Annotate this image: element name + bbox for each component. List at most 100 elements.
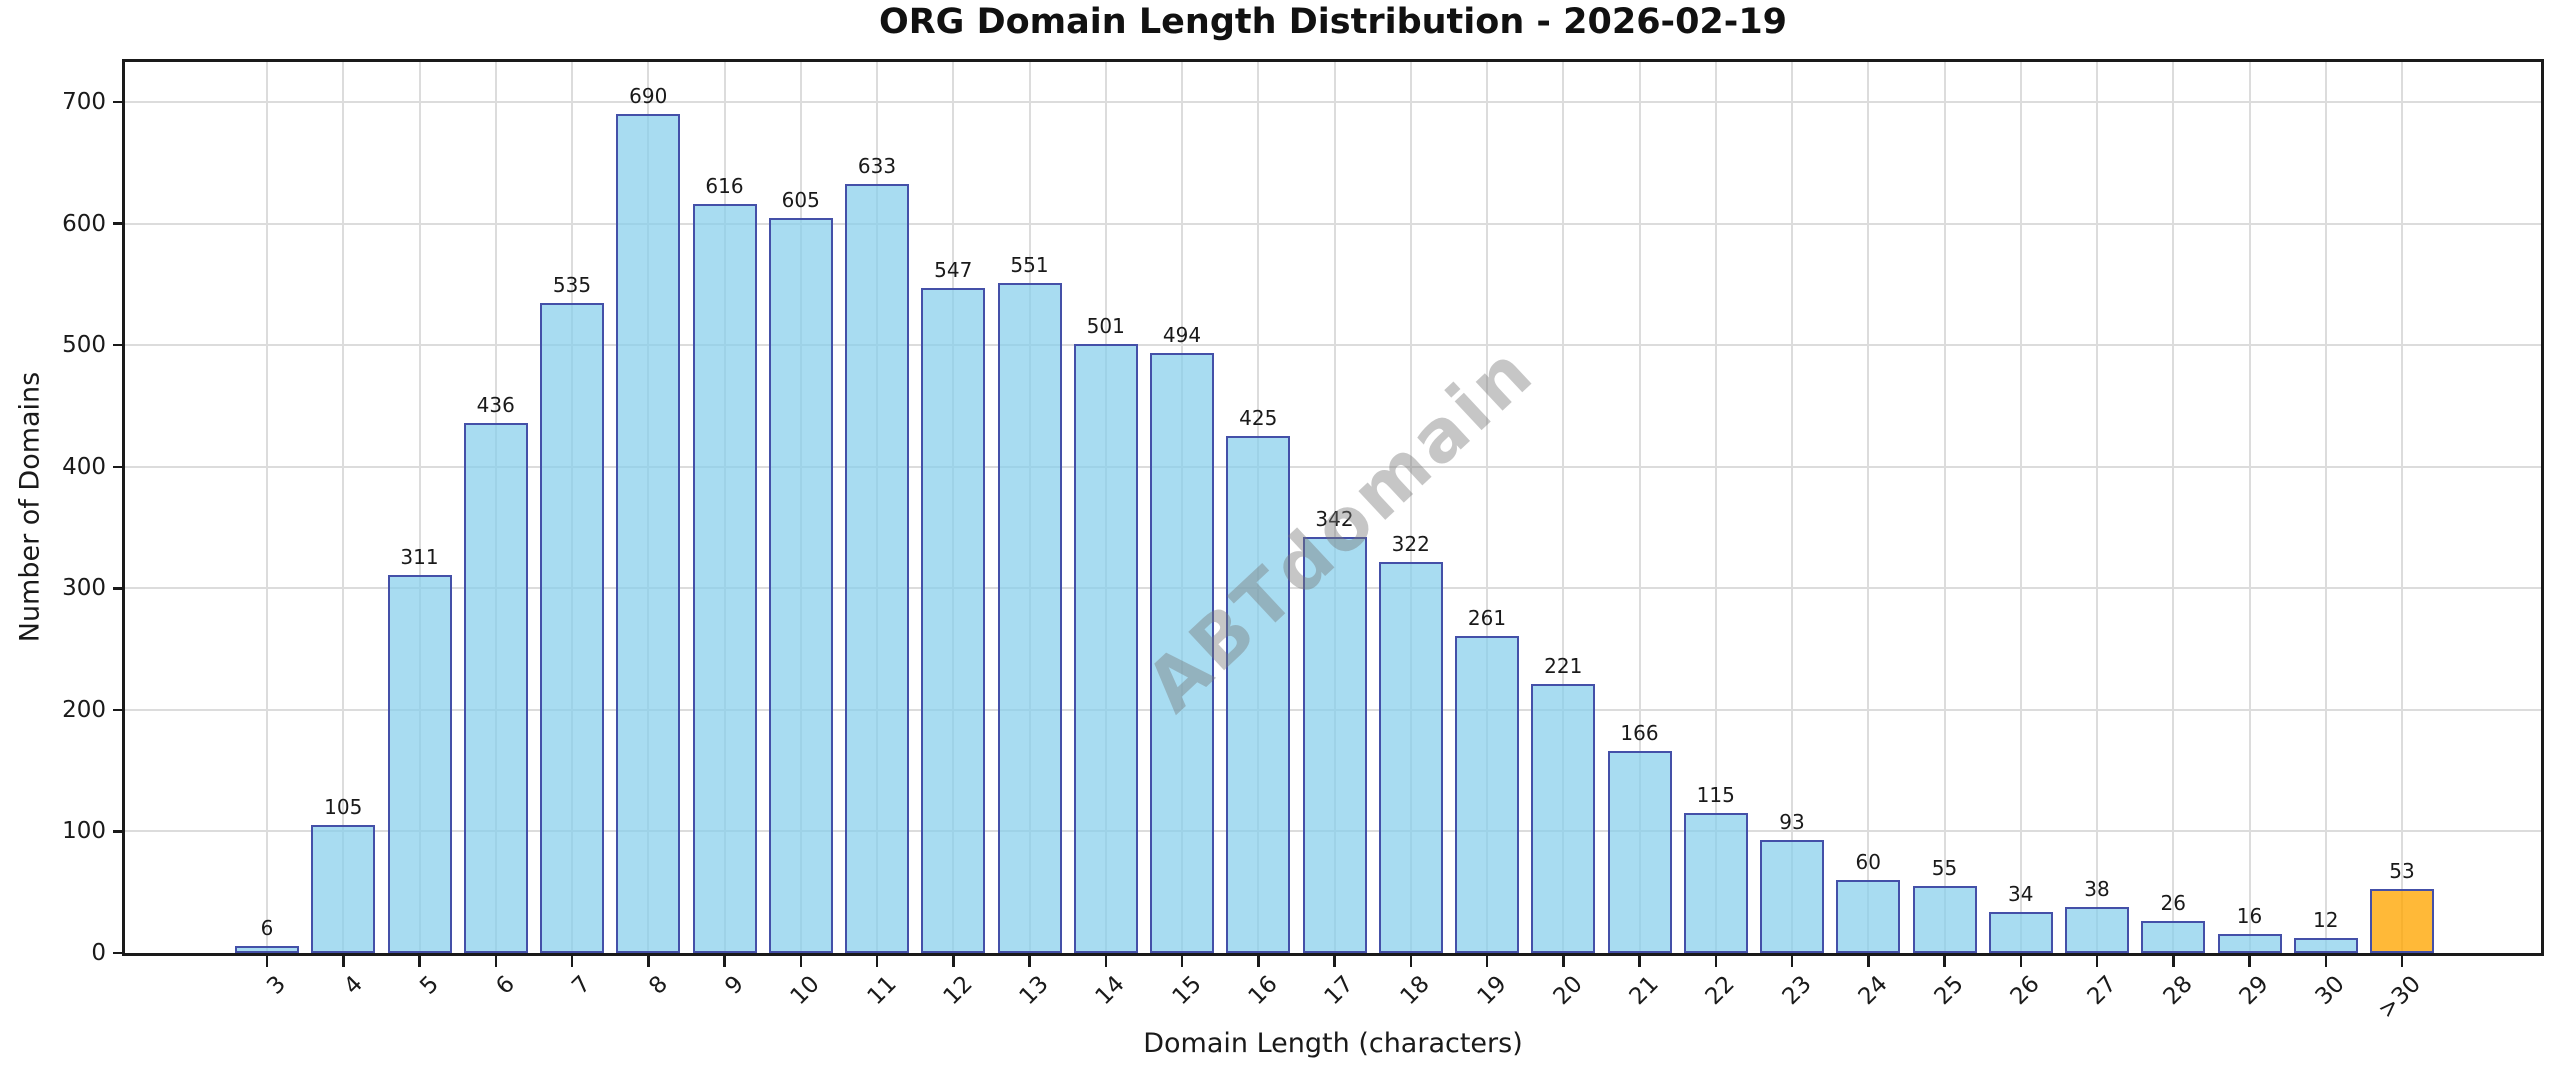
bar-value-label: 221 [1544, 654, 1583, 679]
x-tick-mark [1714, 955, 1717, 967]
bar-value-label: 261 [1467, 605, 1507, 630]
bar [2065, 906, 2129, 953]
gridline-vertical [1791, 62, 1793, 953]
x-tick-label: 20 [1548, 971, 1588, 1011]
y-tick-label: 700 [62, 89, 106, 116]
bar [235, 945, 299, 953]
bar-value-label: 436 [476, 393, 515, 418]
bar [1912, 886, 1977, 953]
x-tick-mark [1257, 955, 1260, 967]
x-tick-label: 8 [643, 971, 673, 1000]
x-tick-label: >30 [2373, 971, 2427, 1024]
bar-value-label: 53 [2389, 858, 2415, 883]
x-tick-label: 22 [1701, 971, 1741, 1011]
gridline-vertical [1486, 62, 1488, 953]
gridline-vertical [1409, 62, 1412, 953]
bar-value-label: 342 [1315, 507, 1354, 532]
gridline-vertical [266, 62, 268, 953]
bar [921, 288, 986, 953]
x-tick-label: 4 [338, 971, 368, 1000]
gridline-vertical [2172, 62, 2175, 953]
bar [692, 204, 757, 953]
gridline-vertical [2248, 62, 2251, 953]
x-tick-mark [1180, 955, 1184, 967]
bar [1226, 436, 1291, 953]
y-tick-mark [113, 100, 125, 104]
x-tick-mark [1562, 955, 1565, 967]
bar-highlight [2370, 888, 2434, 953]
x-tick-mark [647, 955, 650, 967]
bar [1531, 684, 1596, 953]
bar [1988, 911, 2053, 953]
gridline-vertical [342, 62, 345, 953]
gridline-vertical [2096, 62, 2098, 953]
y-tick-label: 200 [62, 696, 106, 723]
bar-value-label: 425 [1239, 406, 1278, 431]
x-tick-label: 23 [1777, 971, 1817, 1011]
x-tick-mark [265, 955, 269, 967]
gridline-vertical [1562, 62, 1565, 953]
x-tick-label: 27 [2082, 971, 2122, 1011]
x-tick-label: 7 [567, 971, 597, 1000]
x-tick-label: 9 [720, 971, 749, 1000]
x-tick-label: 26 [2006, 971, 2046, 1011]
gridline-horizontal [125, 465, 2541, 468]
x-tick-label: 17 [1319, 971, 1359, 1011]
x-tick-label: 5 [415, 971, 444, 1000]
x-tick-mark [2324, 955, 2327, 967]
bar [2141, 921, 2206, 953]
x-tick-mark [875, 955, 879, 967]
x-tick-mark [570, 955, 574, 967]
bar-value-label: 322 [1391, 531, 1430, 556]
bar [1683, 813, 1748, 953]
x-tick-label: 6 [491, 971, 521, 1000]
gridline-horizontal [125, 344, 2541, 347]
bar-value-label: 547 [934, 258, 973, 283]
x-tick-mark [418, 955, 421, 967]
bar [1378, 561, 1443, 953]
x-tick-label: 25 [1929, 971, 1969, 1011]
x-axis-label: Domain Length (characters) [1143, 1028, 1523, 1059]
bar-value-label: 616 [705, 174, 744, 199]
x-tick-mark [1790, 955, 1794, 967]
bar-value-label: 93 [1779, 809, 1805, 834]
bar-value-label: 34 [2008, 881, 2034, 906]
x-tick-mark [2248, 955, 2251, 967]
y-tick-label: 100 [62, 818, 106, 845]
bar [387, 574, 452, 953]
bar [1150, 352, 1214, 953]
gridline-vertical [1943, 62, 1946, 953]
x-tick-label: 3 [262, 971, 292, 1000]
x-tick-mark [1638, 955, 1641, 967]
bar-value-label: 535 [552, 272, 592, 297]
y-tick-label: 0 [91, 940, 106, 966]
x-tick-mark [1943, 955, 1946, 967]
x-tick-label: 21 [1624, 971, 1664, 1011]
gridline-vertical [1867, 62, 1870, 953]
axis-spine-right [2541, 59, 2544, 956]
x-tick-label: 13 [1014, 971, 1054, 1011]
y-tick-label: 500 [62, 332, 106, 359]
axis-spine-bottom [122, 953, 2544, 956]
x-tick-mark [1028, 955, 1031, 967]
bar-value-label: 16 [2236, 903, 2263, 928]
x-tick-mark [799, 955, 802, 967]
bar-value-label: 55 [1931, 856, 1958, 881]
bar-value-label: 501 [1086, 314, 1125, 338]
bar [463, 423, 528, 953]
x-tick-mark [1104, 955, 1107, 967]
y-tick-mark [113, 343, 125, 347]
bar [616, 114, 681, 953]
x-tick-label: 19 [1472, 971, 1512, 1011]
bar [1607, 751, 1672, 953]
y-tick-mark [113, 587, 125, 590]
plot-area: 0 100 200 300 400 500 600 700 6 3 105 4 311 5 436 6 535 7… [62, 59, 2544, 1024]
bar [2293, 938, 2358, 953]
bar [1073, 344, 1138, 953]
x-tick-label: 10 [786, 971, 826, 1011]
bar-value-label: 690 [629, 84, 668, 109]
x-tick-label: 24 [1853, 971, 1893, 1011]
x-tick-mark [2095, 955, 2099, 967]
bar-value-label: 12 [2313, 908, 2339, 933]
